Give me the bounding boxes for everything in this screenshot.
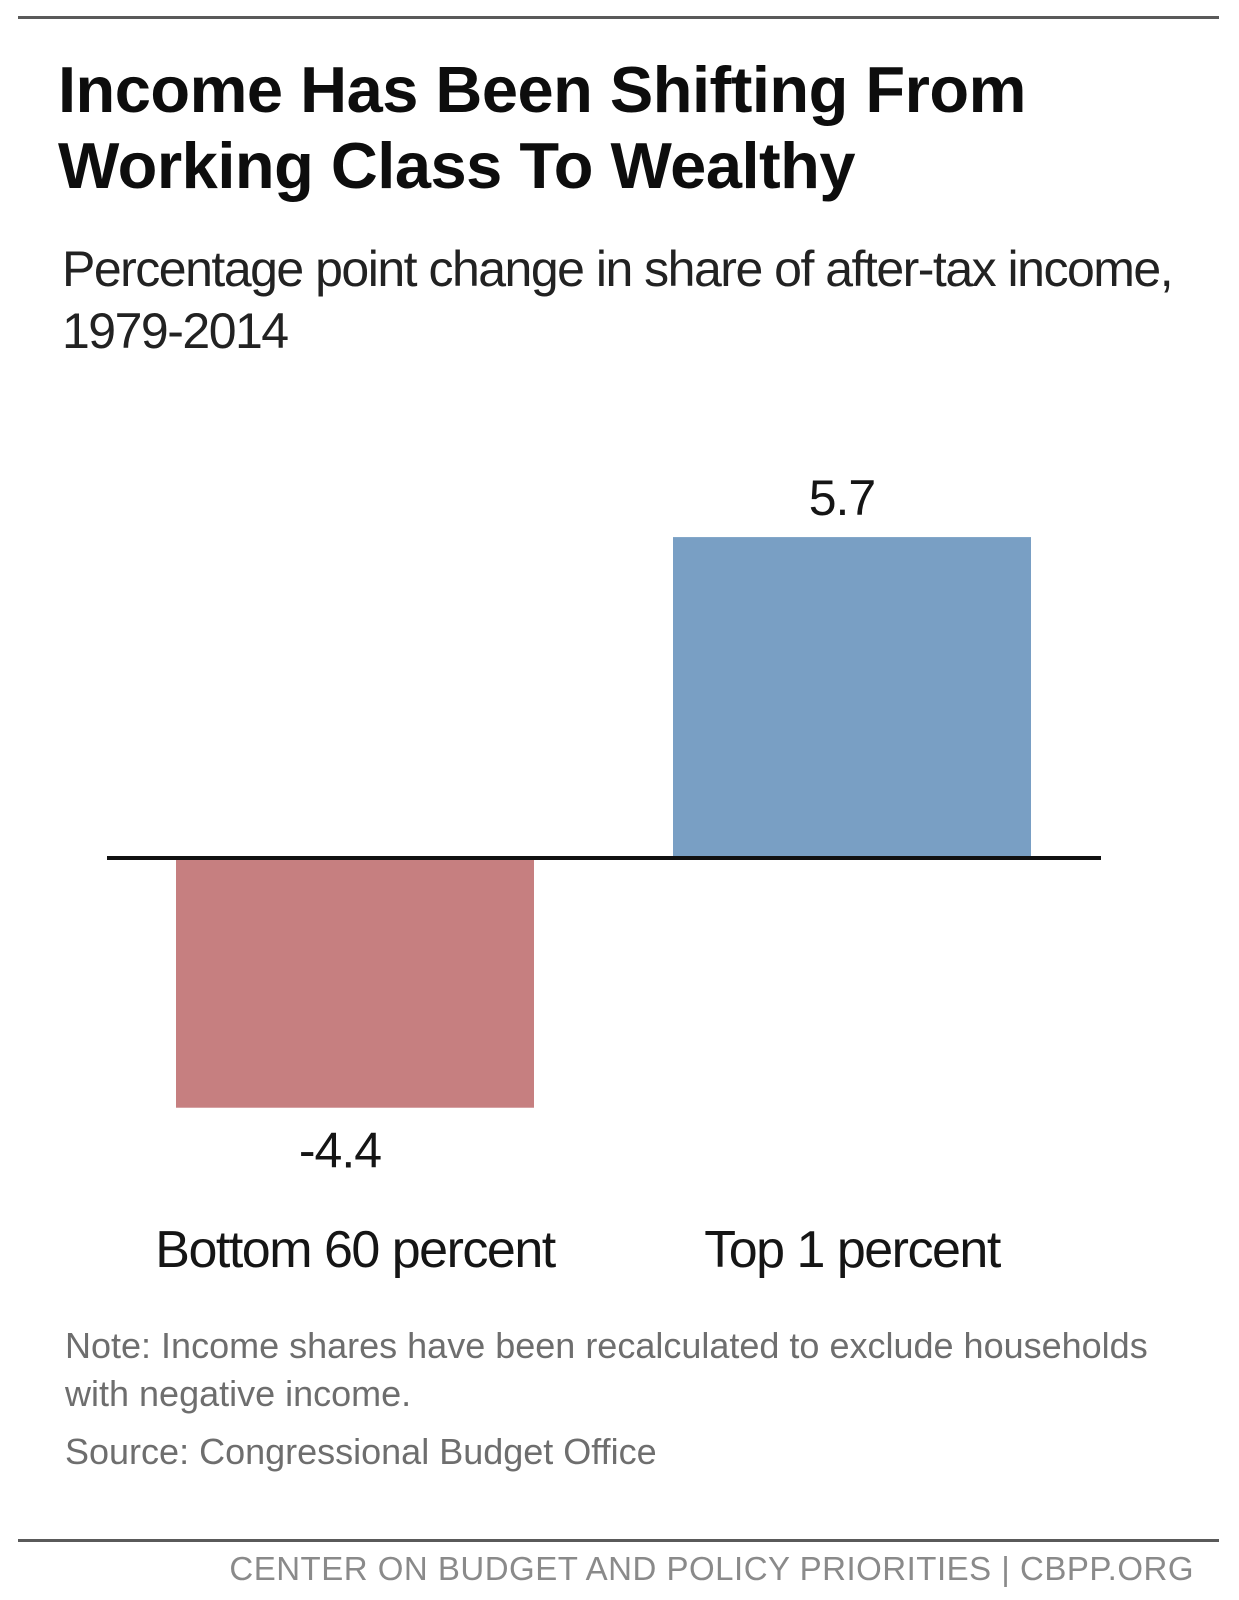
category-label-bottom-60-percent: Bottom 60 percent [155,1221,556,1279]
data-label-top-1-percent: 5.7 [809,470,876,526]
bar-top-1-percent [673,537,1031,858]
bar-bottom-60-percent [176,860,534,1108]
bottom-rule [18,1539,1219,1542]
top-rule [18,16,1219,19]
footer-credit: CENTER ON BUDGET AND POLICY PRIORITIES |… [229,1550,1194,1587]
chart-note: Note: Income shares have been recalculat… [65,1325,1148,1414]
bar-chart: -4.4 Bottom 60 percent 5.7 Top 1 percent [107,470,1101,1279]
category-label-top-1-percent: Top 1 percent [704,1221,1002,1279]
chart-title: Income Has Been Shifting From Working Cl… [58,53,1026,202]
chart-subtitle: Percentage point change in share of afte… [62,241,1174,359]
chart-source: Source: Congressional Budget Office [65,1431,657,1472]
data-label-bottom-60-percent: -4.4 [299,1123,381,1179]
